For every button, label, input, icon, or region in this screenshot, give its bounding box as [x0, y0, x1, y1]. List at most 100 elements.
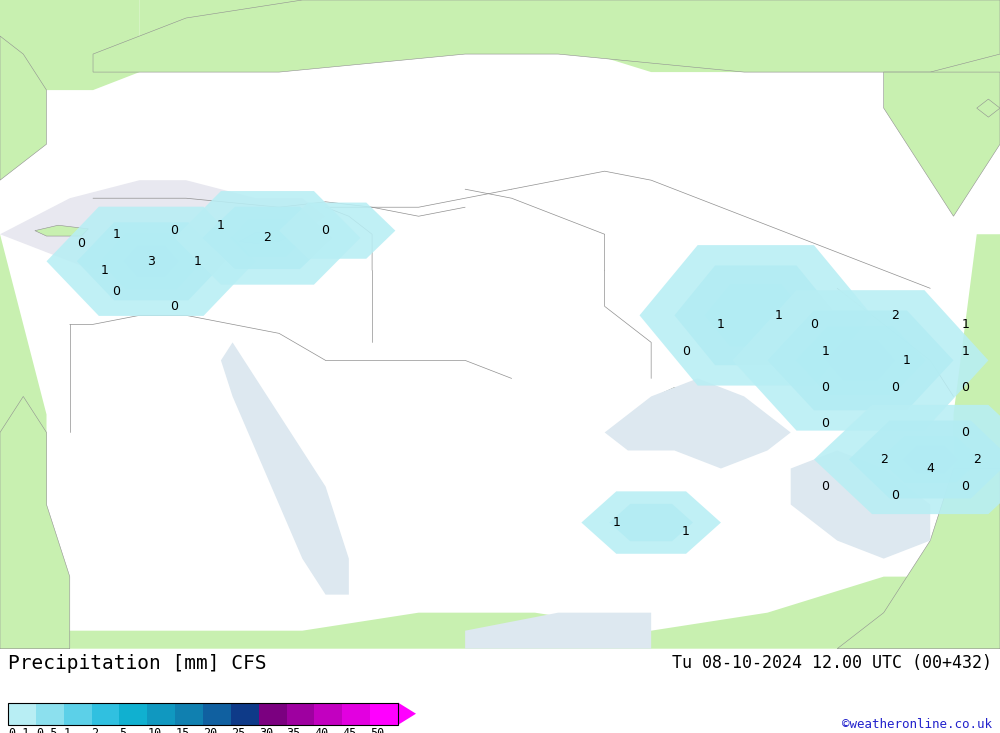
Polygon shape — [609, 504, 693, 541]
Text: 3: 3 — [147, 255, 155, 268]
Text: 35: 35 — [287, 727, 301, 733]
Text: 0: 0 — [891, 381, 899, 394]
Polygon shape — [465, 613, 651, 649]
Polygon shape — [837, 468, 1000, 649]
Text: Precipitation [mm] CFS: Precipitation [mm] CFS — [8, 654, 266, 673]
Polygon shape — [640, 245, 872, 386]
Bar — [175, 702, 203, 725]
Text: 2: 2 — [264, 232, 271, 244]
Text: 0: 0 — [822, 381, 830, 394]
Polygon shape — [795, 326, 926, 395]
Text: 45: 45 — [342, 727, 357, 733]
Text: 1: 1 — [217, 218, 225, 232]
Polygon shape — [953, 235, 1000, 649]
Bar — [314, 702, 342, 725]
Polygon shape — [174, 191, 360, 284]
Polygon shape — [0, 180, 326, 270]
Polygon shape — [791, 451, 930, 559]
Text: 0: 0 — [961, 480, 969, 493]
Bar — [119, 702, 147, 725]
Text: 25: 25 — [231, 727, 245, 733]
Text: 0: 0 — [822, 480, 830, 493]
Text: 2: 2 — [92, 727, 99, 733]
Polygon shape — [77, 222, 226, 301]
Text: 40: 40 — [314, 727, 329, 733]
Text: 0: 0 — [170, 300, 178, 313]
Text: 1: 1 — [961, 345, 969, 358]
Text: 2: 2 — [880, 453, 888, 466]
Text: 1: 1 — [612, 516, 620, 529]
Text: 0: 0 — [322, 224, 330, 237]
Text: 1: 1 — [64, 727, 71, 733]
Text: 1: 1 — [101, 264, 109, 277]
Text: 1: 1 — [822, 345, 830, 358]
Text: 0: 0 — [682, 345, 690, 358]
Bar — [231, 702, 259, 725]
Polygon shape — [826, 340, 895, 380]
Polygon shape — [100, 233, 202, 290]
Text: 30: 30 — [259, 727, 273, 733]
Text: 1: 1 — [717, 318, 725, 331]
Polygon shape — [0, 577, 1000, 649]
Text: 0: 0 — [961, 426, 969, 439]
Polygon shape — [230, 219, 305, 257]
Polygon shape — [279, 202, 395, 259]
Text: 20: 20 — [203, 727, 217, 733]
Text: 1: 1 — [775, 309, 783, 322]
Polygon shape — [35, 225, 88, 236]
Bar — [92, 702, 119, 725]
Text: 0: 0 — [891, 489, 899, 502]
Polygon shape — [733, 290, 988, 430]
Polygon shape — [902, 446, 958, 474]
Polygon shape — [0, 0, 140, 90]
Text: 2: 2 — [973, 453, 981, 466]
Text: 0: 0 — [961, 381, 969, 394]
Text: 1: 1 — [961, 318, 969, 331]
Text: Tu 08-10-2024 12.00 UTC (00+432): Tu 08-10-2024 12.00 UTC (00+432) — [672, 654, 992, 671]
Polygon shape — [884, 72, 1000, 216]
Polygon shape — [767, 311, 953, 410]
Text: 2: 2 — [891, 309, 899, 322]
Polygon shape — [123, 246, 179, 277]
Text: 0: 0 — [77, 237, 85, 250]
Bar — [203, 702, 231, 725]
Text: 1: 1 — [194, 255, 202, 268]
Bar — [36, 702, 64, 725]
Text: 0.5: 0.5 — [36, 727, 57, 733]
Text: 0: 0 — [170, 224, 178, 237]
Text: 0: 0 — [810, 318, 818, 331]
Bar — [370, 702, 398, 725]
Bar — [342, 702, 370, 725]
Polygon shape — [398, 702, 416, 725]
Polygon shape — [977, 99, 1000, 117]
Bar — [259, 702, 287, 725]
Polygon shape — [674, 265, 837, 365]
Polygon shape — [140, 0, 1000, 72]
Polygon shape — [240, 231, 293, 243]
Text: 4: 4 — [926, 462, 934, 475]
Polygon shape — [202, 207, 333, 269]
Polygon shape — [705, 284, 807, 347]
Polygon shape — [884, 0, 1000, 108]
Text: 1: 1 — [903, 354, 911, 367]
Bar — [64, 702, 92, 725]
Polygon shape — [0, 397, 70, 649]
Polygon shape — [849, 421, 1000, 498]
Text: 50: 50 — [370, 727, 384, 733]
Polygon shape — [93, 0, 1000, 72]
Polygon shape — [0, 36, 47, 180]
Text: 15: 15 — [175, 727, 189, 733]
Polygon shape — [47, 207, 256, 316]
Text: ©weatheronline.co.uk: ©weatheronline.co.uk — [842, 718, 992, 731]
Text: 10: 10 — [147, 727, 162, 733]
Polygon shape — [663, 388, 686, 398]
Bar — [147, 702, 175, 725]
Text: 0: 0 — [112, 285, 120, 298]
Polygon shape — [221, 342, 349, 594]
Bar — [8, 702, 398, 725]
Bar — [8, 702, 36, 725]
Text: 1: 1 — [682, 525, 690, 538]
Polygon shape — [0, 144, 70, 649]
Polygon shape — [605, 378, 791, 468]
Bar — [287, 702, 314, 725]
